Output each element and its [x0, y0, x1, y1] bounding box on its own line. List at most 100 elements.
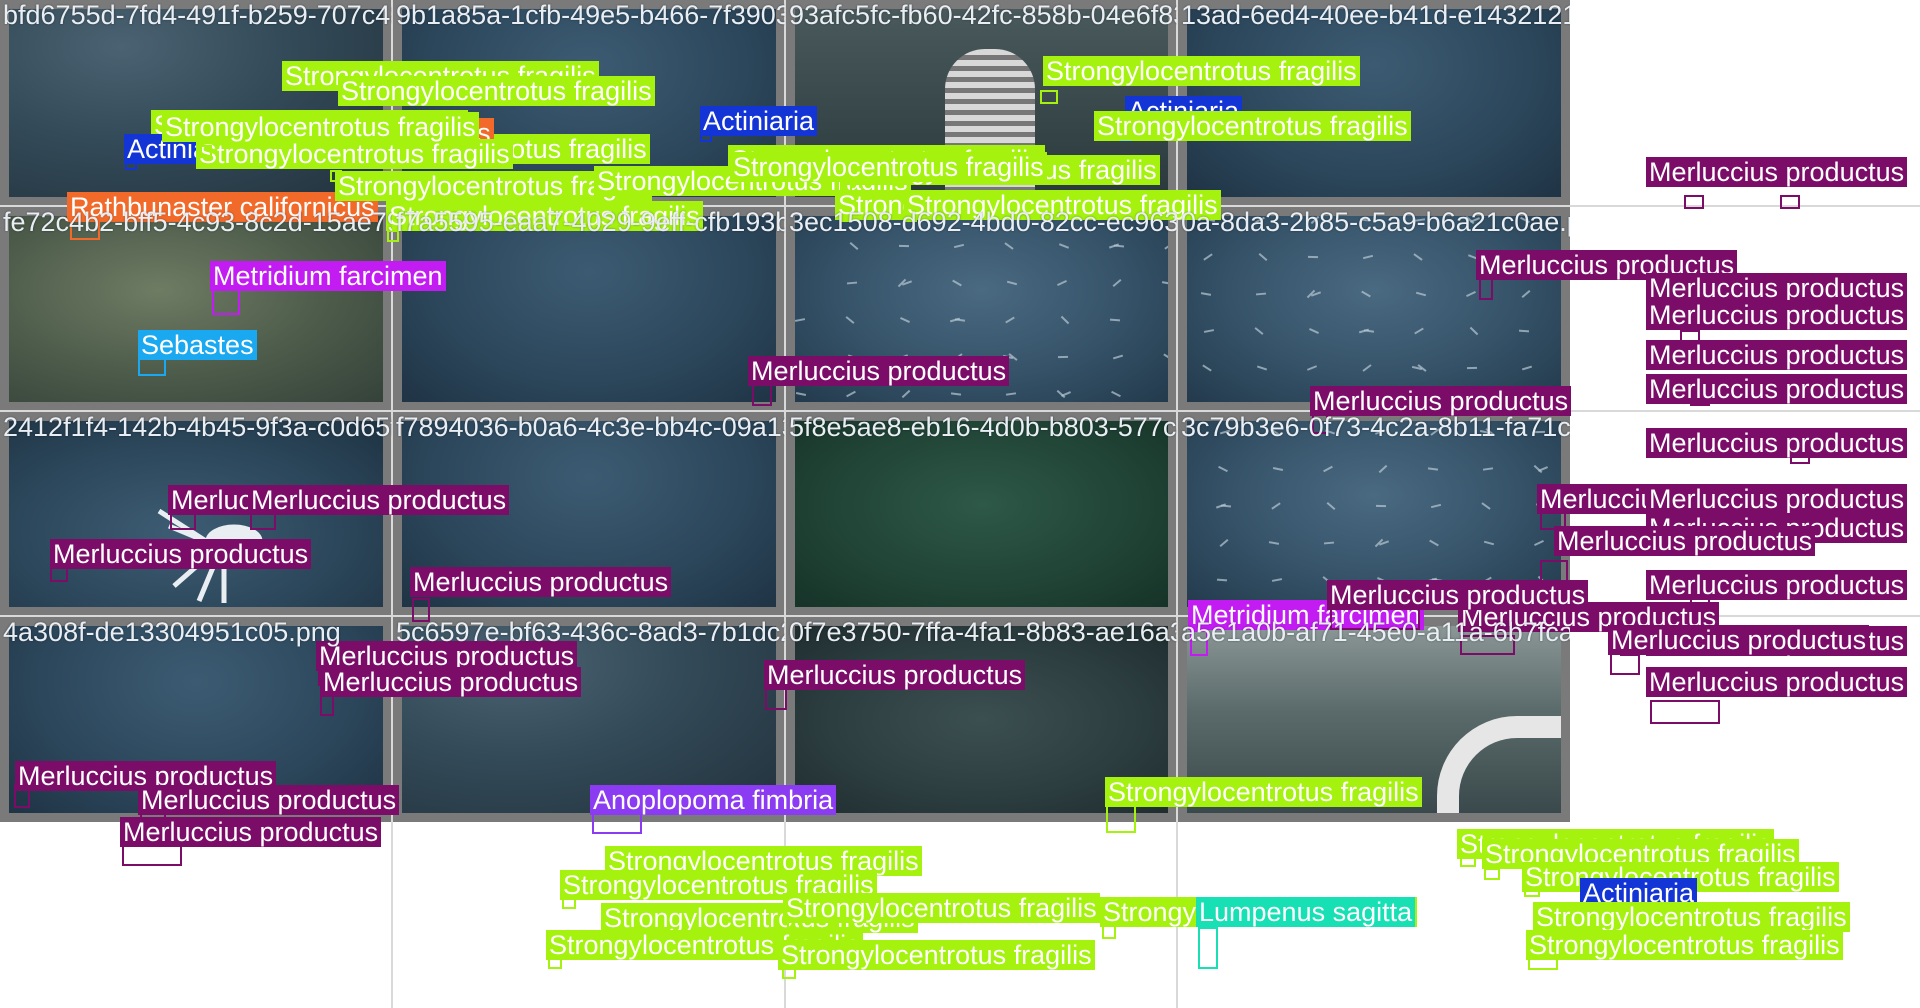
fish-speck: [1258, 252, 1268, 262]
image-filename: 2412f1f4-142b-4b45-9f3a-c0d65f18407894d.…: [3, 412, 392, 442]
detection-label: Merluccius productus: [1646, 300, 1908, 330]
detection-box: [1680, 350, 1700, 364]
fish-speck: [795, 318, 806, 322]
detection-box: [1690, 590, 1710, 610]
image-tile: f7a5595-eaa7-4029-9eff-cfb193bea373.png: [393, 207, 785, 411]
fish-speck: [845, 316, 855, 324]
fish-speck: [1377, 577, 1387, 583]
detection-label: Merluccius productus: [1554, 526, 1816, 556]
fish-speck: [898, 244, 910, 248]
fish-speck: [1362, 364, 1372, 372]
fish-speck: [1431, 578, 1443, 582]
detection-label: Lumpenus sagitta: [1196, 897, 1416, 927]
underwater-photo: [402, 626, 776, 813]
detection-label: Strongylocentrotus fragilis: [546, 930, 863, 960]
fish-speck: [1219, 539, 1229, 547]
fish-speck: [1483, 540, 1495, 546]
detection-label: Strongylocentrotus fragilis: [605, 846, 922, 876]
fish-speck: [1271, 578, 1283, 582]
fish-speck: [1218, 465, 1228, 473]
fish-speck: [1058, 243, 1070, 249]
image-filename: 3c79b3e6-0f73-4c2a-8b11-fa71c.png: [1181, 412, 1570, 442]
fish-speck: [795, 391, 807, 397]
detection-label: Merluccius productus: [1646, 374, 1908, 404]
fish-speck: [1307, 255, 1319, 259]
image-tile: 9b1a85a-1cfb-49e5-b466-7f3903ae9238.png: [393, 0, 785, 206]
fish-speck: [1414, 327, 1424, 335]
detection-label: Strongylocentrotus fragilis: [1526, 930, 1843, 960]
detection-label: Strongylocentrotus fragilis: [1533, 902, 1850, 932]
underwater-photo: [402, 421, 776, 607]
fish-speck: [897, 354, 909, 360]
detection-box: [1484, 868, 1500, 880]
fish-speck: [1271, 502, 1281, 510]
fish-speck: [1005, 392, 1017, 396]
fish-speck: [953, 243, 965, 249]
detection-box: [1650, 510, 1676, 530]
underwater-photo: [1187, 9, 1561, 197]
detection-box: [1460, 855, 1476, 867]
detection-box: [1650, 700, 1720, 724]
underwater-photo: [9, 216, 383, 402]
image-tile: 93afc5fc-fb60-42fc-858b-04e6f83d4470.png: [786, 0, 1177, 206]
image-tile: 2412f1f4-142b-4b45-9f3a-c0d65f18407894d.…: [0, 412, 392, 616]
underwater-photo: [9, 9, 383, 197]
fish-speck: [1272, 466, 1284, 472]
fish-speck: [1413, 253, 1423, 261]
fish-speck: [900, 317, 910, 323]
fish-speck: [1112, 279, 1122, 287]
fish-speck: [1112, 354, 1124, 360]
fish-speck: [1521, 365, 1533, 371]
fish-speck: [1255, 292, 1267, 296]
fish-speck: [849, 241, 859, 251]
detection-label: Merluccius productus: [1608, 625, 1870, 655]
fish-speck: [1537, 575, 1547, 585]
detection-box: [1535, 930, 1565, 950]
detection-label: Merluccius productus: [1646, 626, 1908, 656]
fish-speck: [1427, 467, 1439, 471]
fish-speck: [1361, 290, 1371, 298]
underwater-photo: [795, 216, 1168, 402]
detection-label: Merluccius productus: [1646, 157, 1908, 187]
detection-box: [1683, 302, 1703, 316]
detection-label: Merluccius productus: [1646, 513, 1908, 543]
fish-speck: [1309, 328, 1319, 334]
underwater-photo: [1187, 216, 1561, 402]
detection-box: [1790, 450, 1810, 464]
fish-speck: [1113, 244, 1125, 248]
underwater-photo: [402, 216, 776, 402]
fish-speck: [1323, 541, 1335, 545]
fish-speck: [1326, 501, 1336, 511]
image-filename: 93afc5fc-fb60-42fc-858b-04e6f83d4470.png: [789, 0, 1177, 30]
underwater-photo: [9, 421, 383, 607]
detection-box: [562, 895, 576, 909]
fish-speck: [950, 392, 962, 396]
fish-speck: [1466, 290, 1476, 298]
image-tile: f7894036-b0a6-4c3e-bb4c-09a13e62d84e.png: [393, 412, 785, 616]
fish-speck: [1256, 365, 1268, 371]
grid-seam: [391, 0, 393, 1008]
image-tile: 3c79b3e6-0f73-4c2a-8b11-fa71c.png: [1178, 412, 1570, 616]
detection-label: Merluccius productus: [1646, 428, 1908, 458]
fish-speck: [1521, 290, 1531, 298]
image-filename: 5f8e5ae8-eb16-4d0b-b803-577c4a64a57b.png: [789, 412, 1177, 442]
underwater-photo: [402, 9, 776, 197]
underwater-photo: [1187, 626, 1561, 813]
detection-box: [1680, 330, 1700, 344]
fish-speck: [1535, 503, 1547, 509]
fish-speck: [1522, 255, 1534, 259]
detection-label: Merluccius productus: [1537, 484, 1799, 514]
fish-speck: [1060, 315, 1070, 325]
detection-box: [1524, 885, 1540, 897]
image-filename: bfd6755d-7fd4-491f-b259-707c483df45b.png: [3, 0, 392, 30]
image-filename: 13ad-6ed4-40ee-b41d-e14321212.png: [1181, 0, 1570, 30]
fish-speck: [1109, 318, 1121, 322]
fish-speck: [1061, 391, 1071, 397]
fish-speck: [1163, 353, 1168, 361]
fish-speck: [1482, 467, 1494, 471]
detection-box: [1650, 530, 1676, 550]
underwater-photo: [1187, 421, 1561, 607]
fish-speck: [1378, 464, 1388, 474]
fish-speck: [1430, 503, 1442, 509]
detection-label: Merluccius productus: [1646, 273, 1908, 303]
